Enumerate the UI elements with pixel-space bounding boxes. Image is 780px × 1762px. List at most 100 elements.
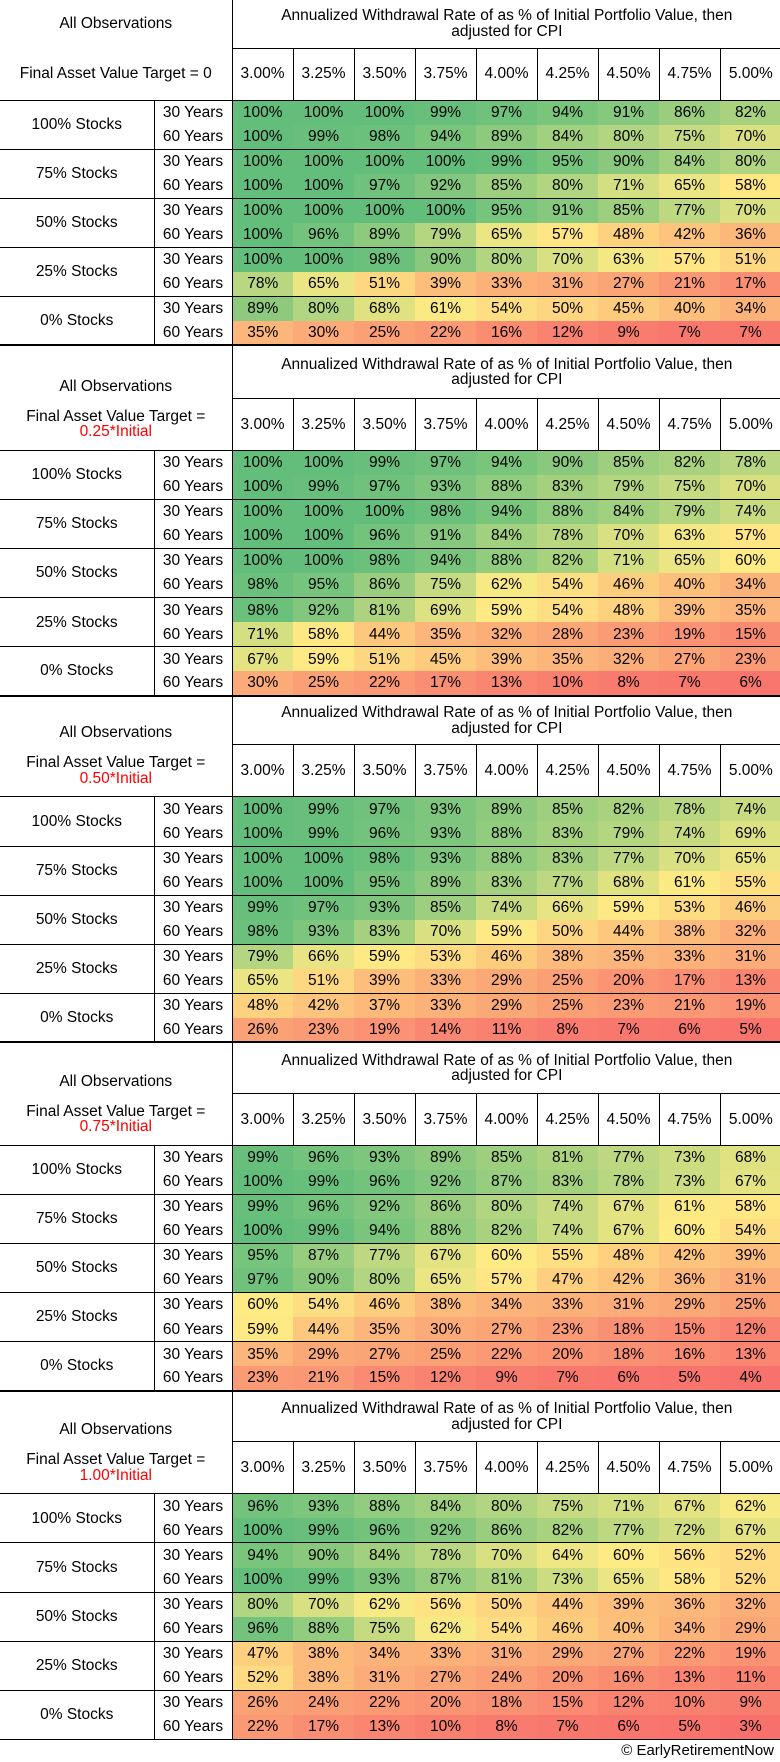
success-rate-cell: 85% [476,1145,538,1170]
stock-allocation-label: 75% Stocks [0,846,155,896]
horizon-label: 60 Years [154,1714,233,1740]
success-rate-cell: 21% [659,993,721,1018]
success-rate-cell: 100% [232,247,294,272]
success-rate-cell: 100% [354,100,416,125]
success-rate-cell: 23% [598,993,660,1018]
success-rate-cell: 87% [415,1567,477,1593]
success-rate-cell: 62% [476,573,538,599]
success-rate-cell: 35% [354,1317,416,1343]
success-rate-cell: 27% [598,271,660,297]
table-row: 75% Stocks 30 Years 94% 90% 84% 78% 70% 64% 60% 5… [0,1542,780,1593]
success-rate-cell: 94% [476,499,538,525]
success-rate-cell: 13% [720,1341,780,1367]
success-rate-cell: 9% [598,320,660,347]
success-rate-cell: 100% [415,149,477,174]
success-rate-cell: 100% [232,524,294,550]
success-rate-cell: 26% [232,1017,294,1044]
horizon-label: 30 Years [154,1341,233,1367]
success-rate-cell: 19% [659,622,721,648]
success-rate-cell: 62% [720,1493,780,1519]
table-row: 60 Years 22% 17% 13% 10% 8% 7% 6% 5% 3% [0,1714,780,1740]
success-rate-cell: 80% [537,173,599,199]
success-rate-cell: 29% [476,968,538,994]
success-rate-cell: 100% [232,173,294,199]
success-rate-cell: 90% [598,149,660,174]
success-rate-cell: 82% [659,450,721,476]
success-rate-cell: 32% [476,622,538,648]
success-rate-cell: 10% [415,1714,477,1740]
withdrawal-rate-column-header: 3.25% [292,1093,355,1146]
stock-allocation-label: 100% Stocks [0,796,155,847]
horizon-label: 30 Years [154,100,233,125]
table-row: 60 Years 100% 99% 97% 93% 88% 83% 79% 75% 70% [0,475,780,501]
success-rate-cell: 42% [598,1268,660,1294]
withdrawal-rate-column-header: 3.00% [232,48,294,101]
success-rate-cell: 100% [232,1567,294,1593]
success-rate-cell: 18% [598,1341,660,1367]
success-rate-cell: 95% [354,870,416,896]
success-rate-cell: 67% [720,1518,780,1544]
success-rate-cell: 26% [232,1690,294,1715]
success-rate-cell: 88% [293,1616,355,1642]
success-rate-cell: 59% [354,944,416,969]
success-rate-cell: 100% [415,198,477,223]
success-rate-cell: 65% [476,222,538,248]
success-rate-cell: 100% [232,1518,294,1544]
success-rate-cell: 25% [537,993,599,1018]
success-rate-cell: 22% [354,1690,416,1715]
success-rate-cell: 38% [415,1292,477,1318]
table-row: 0% Stocks 30 Years 89% 80% 68% 61% 54% 50% 45% 40… [0,296,780,347]
horizon-label: 60 Years [154,173,233,199]
target-prefix: Final Asset Value Target = [26,754,206,772]
success-rate-cell: 89% [476,796,538,822]
success-rate-cell: 34% [720,573,780,599]
success-rate-cell: 66% [537,895,599,920]
stock-allocation-label: 50% Stocks [0,1243,155,1294]
success-rate-cell: 89% [415,1145,477,1170]
success-rate-cell: 80% [293,296,355,321]
success-rate-cell: 85% [537,796,599,822]
table-row: 60 Years 100% 100% 97% 92% 85% 80% 71% 65% 58% [0,173,780,199]
success-rate-cell: 54% [537,597,599,623]
success-rate-cell: 83% [537,475,599,501]
success-rate-cell: 75% [659,475,721,501]
success-rate-cell: 99% [476,149,538,174]
horizon-label: 60 Years [154,1567,233,1593]
success-rate-cell: 99% [293,1567,355,1593]
success-rate-cell: 65% [415,1268,477,1294]
success-rate-cell: 97% [232,1268,294,1294]
success-rate-cell: 80% [720,149,780,174]
success-rate-cell: 90% [537,450,599,476]
success-rate-cell: 17% [659,968,721,994]
success-rate-cell: 96% [232,1493,294,1519]
target-multiplier: 1.00 [79,1466,110,1484]
success-rate-cell: 22% [232,1714,294,1740]
success-rate-cell: 77% [598,846,660,871]
table-row: 60 Years 100% 99% 96% 93% 88% 83% 79% 74% 69% [0,821,780,847]
success-rate-cell: 99% [293,124,355,150]
success-rate-cell: 27% [415,1665,477,1691]
success-rate-cell: 46% [537,1616,599,1642]
success-rate-cell: 99% [415,100,477,125]
success-rate-cell: 7% [659,671,721,697]
stock-allocation-label: 25% Stocks [0,1641,155,1691]
table-row: 75% Stocks 30 Years 100% 100% 98% 93% 88% 83% 77… [0,846,780,896]
success-rate-cell: 72% [659,1518,721,1544]
success-rate-cell: 99% [232,1145,294,1170]
success-rate-cell: 98% [354,846,416,871]
success-rate-cell: 68% [354,296,416,321]
table-row: 60 Years 59% 44% 35% 30% 27% 23% 18% 15% 12% [0,1317,780,1343]
withdrawal-rate-column-header: 3.00% [232,398,294,451]
all-observations-label: All Observations [0,1391,233,1442]
success-rate-cell: 94% [476,450,538,476]
success-rate-cell: 14% [415,1017,477,1044]
success-rate-cell: 54% [476,296,538,321]
horizon-label: 60 Years [154,1268,233,1294]
success-rate-cell: 27% [598,1641,660,1666]
success-rate-cell: 31% [354,1665,416,1691]
success-rate-cell: 61% [415,296,477,321]
stock-allocation-label: 0% Stocks [0,646,155,697]
withdrawal-rate-column-header: 4.00% [475,1093,538,1146]
success-rate-cell: 10% [537,671,599,697]
success-rate-cell: 11% [720,1665,780,1691]
